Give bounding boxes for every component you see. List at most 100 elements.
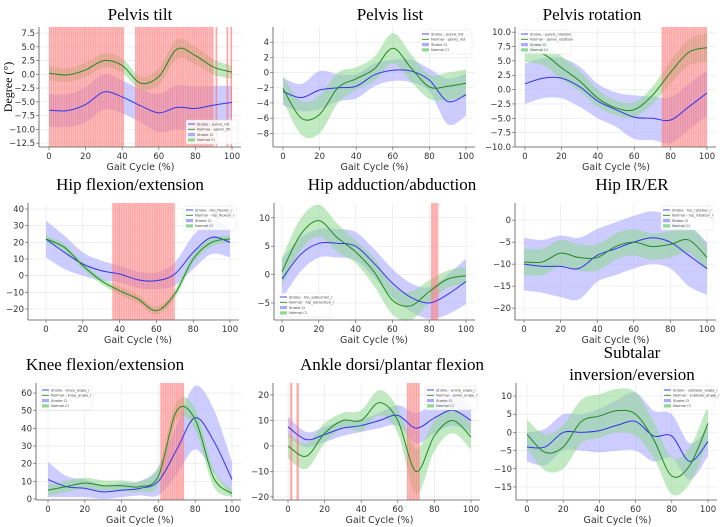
- x-tick-label: 100: [458, 325, 474, 335]
- x-tick-label: 40: [114, 325, 125, 335]
- y-tick-label: 5.0: [21, 43, 35, 53]
- legend-label: Stroke - pelvis_rotation: [530, 32, 571, 36]
- y-tick-label: 50: [21, 407, 32, 417]
- x-tick-label: 80: [665, 152, 676, 162]
- x-tick-label: 0: [45, 505, 50, 515]
- legend-label: Normal CI: [673, 404, 691, 408]
- x-tick-label: 40: [350, 325, 361, 335]
- x-tick-label: 100: [224, 152, 240, 162]
- legend-patch-swatch: [521, 48, 528, 52]
- y-tick-label: −20: [493, 304, 511, 314]
- x-tick-label: 100: [699, 152, 715, 162]
- legend-patch-swatch: [188, 138, 195, 142]
- legend-label: Normal - hip_flexion_r: [195, 214, 235, 218]
- x-tick-label: 100: [700, 505, 716, 515]
- stroke-ci-band: [288, 394, 471, 448]
- legend-label: Normal CI: [197, 138, 215, 142]
- significant-span: [215, 27, 218, 147]
- legend-patch-swatch: [427, 399, 434, 403]
- legend-label: Normal - hip_adduction_r: [289, 301, 335, 305]
- y-tick-label: −20: [251, 493, 269, 503]
- legend-patch-swatch: [664, 404, 671, 408]
- normal-ci-band: [527, 388, 708, 496]
- legend-box: [277, 292, 331, 318]
- x-tick-label: 0: [524, 505, 529, 515]
- legend-patch-swatch: [42, 399, 49, 403]
- y-tick-label: 10: [13, 255, 24, 265]
- y-tick-label: −7.5: [14, 112, 35, 122]
- legend-label: Normal CI: [431, 48, 449, 52]
- stroke-mean-line: [281, 241, 467, 304]
- y-tick-label: 10: [21, 477, 32, 487]
- normal-mean-line: [281, 220, 467, 307]
- legend: Stroke - pelvis_rotation Normal - pelvis_…: [518, 29, 573, 55]
- y-tick-label: 20: [13, 238, 24, 248]
- y-tick-label: 5: [265, 242, 270, 252]
- x-tick-label: 0: [43, 325, 48, 335]
- subplot-title: Hip flexion/extension: [56, 175, 204, 194]
- y-tick-label: 20: [258, 391, 269, 401]
- significant-span: [296, 383, 299, 500]
- legend-patch-swatch: [664, 399, 671, 403]
- significant-span: [431, 203, 439, 320]
- legend-patch-swatch: [280, 311, 287, 315]
- x-tick-label: 0: [285, 505, 290, 515]
- normal-mean-line: [526, 409, 709, 478]
- y-tick-label: 30: [13, 222, 24, 232]
- y-tick-label: 0: [19, 272, 24, 282]
- x-tick-label: 20: [319, 505, 330, 515]
- x-axis-label: Gait Cycle (%): [340, 335, 408, 346]
- y-tick-label: −2.5: [490, 100, 511, 110]
- legend-patch-swatch: [521, 43, 528, 47]
- legend-box: [39, 385, 93, 411]
- legend-label: Stroke CI: [530, 43, 546, 47]
- y-tick-label: −10.0: [9, 125, 35, 135]
- x-tick-label: 0: [521, 325, 526, 335]
- significant-span: [226, 27, 229, 147]
- legend-box: [419, 29, 473, 55]
- legend-label: Stroke - pelvis_list: [431, 32, 464, 36]
- legend: Stroke - hip_flexion_r Normal - hip_flexi…: [183, 205, 237, 231]
- y-tick-label: −7.5: [490, 129, 511, 139]
- x-tick-label: 100: [224, 505, 240, 515]
- y-tick-label: 10: [259, 214, 270, 224]
- stroke-mean-line: [287, 409, 472, 441]
- x-tick-label: 0: [280, 152, 285, 162]
- title-line: inversion/eversion: [569, 365, 695, 384]
- x-axis-label: Gait Cycle (%): [107, 162, 175, 173]
- x-tick-label: 80: [424, 325, 435, 335]
- x-tick-label: 60: [387, 152, 398, 162]
- subplot-3: 10.0 7.5 5.0 2.5 0.0 −2.5 −5.0 −7.5 −10.0 0 20 40 60…: [485, 5, 716, 173]
- legend-label: Normal - pelvis_tilt: [197, 128, 231, 132]
- legend-label: Normal CI: [530, 48, 548, 52]
- x-tick-label: 40: [592, 152, 603, 162]
- legend-patch-swatch: [186, 224, 193, 228]
- legend-label: Stroke CI: [431, 43, 447, 47]
- legend-label: Normal - subtalar_angle_r: [673, 394, 720, 398]
- x-axis-label: Gait Cycle (%): [582, 162, 650, 173]
- legend-label: Normal - hip_rotation_r: [672, 214, 714, 218]
- x-tick-label: 40: [356, 505, 367, 515]
- y-tick-label: 0.0: [497, 86, 511, 96]
- subplot-title: Pelvis list: [357, 5, 424, 24]
- y-tick-label: −12.5: [9, 139, 35, 149]
- legend: Stroke - ankle_angle_r Normal - ankle_ang…: [424, 385, 478, 411]
- x-tick-label: 20: [555, 325, 566, 335]
- y-tick-label: 2.5: [497, 71, 511, 81]
- y-tick-label: 0: [507, 428, 512, 438]
- y-tick-label: −8: [256, 129, 269, 139]
- y-tick-label: −15: [493, 282, 511, 292]
- legend: Stroke - pelvis_list Normal - pelvis_list…: [419, 29, 473, 55]
- y-tick-label: 0: [265, 271, 270, 281]
- legend-label: Stroke - pelvis_tilt: [197, 122, 230, 126]
- y-tick-label: −2: [256, 84, 269, 94]
- normal-mean-line: [282, 47, 467, 121]
- x-axis-label: Gait Cycle (%): [346, 515, 414, 526]
- legend-box: [185, 119, 239, 145]
- x-tick-label: 60: [392, 505, 403, 515]
- legend-label: Normal CI: [289, 311, 307, 315]
- y-tick-label: 0: [27, 495, 32, 505]
- subplot-1: 7.5 5.0 2.5 0.0 −2.5 −5.0 −7.5 −10.0 −12.5 0 20 40 6…: [1, 5, 241, 173]
